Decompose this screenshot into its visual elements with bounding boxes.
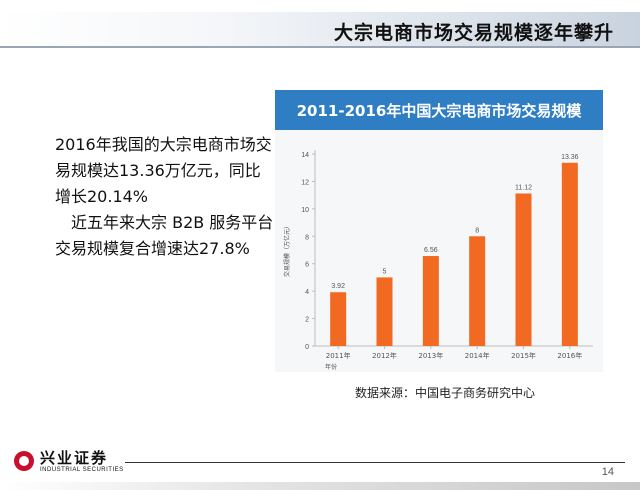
- title-bar: 大宗电商市场交易规模逐年攀升: [0, 12, 640, 48]
- bar: [376, 277, 393, 346]
- x-axis-label: 年份: [325, 363, 337, 371]
- bar-chart: 0 2 4 6 8 10 12 14 交易规模（万亿元） 3.92 2011年 5 2012年 6.56 2…: [283, 150, 593, 371]
- page-number: 14: [601, 466, 614, 478]
- slide-title: 大宗电商市场交易规模逐年攀升: [333, 22, 614, 44]
- company-logo: 兴业证券 INDUSTRIAL SECURITIES: [14, 445, 124, 481]
- data-label: 3.92: [331, 283, 345, 290]
- chart-title-band: [275, 90, 603, 130]
- x-tick-label: 2014年: [465, 351, 490, 360]
- bar: [561, 162, 578, 346]
- y-tick-label: 8: [305, 234, 309, 241]
- y-tick-label: 4: [305, 289, 309, 296]
- data-label: 11.12: [515, 184, 532, 191]
- y-tick-label: 10: [301, 207, 309, 214]
- data-label: 6.56: [424, 247, 438, 254]
- y-tick-label: 0: [305, 344, 309, 351]
- y-tick-label: 2: [305, 317, 309, 324]
- logo-name-en: INDUSTRIAL SECURITIES: [40, 467, 124, 473]
- data-label: 13.36: [561, 154, 579, 161]
- chart-container: 2011-2016年中国大宗电商市场交易规模 0 2 4 6 8 10 12 14 交易规模（万…: [275, 90, 603, 372]
- y-axis-label: 交易规模（万亿元）: [283, 223, 291, 277]
- chart-title: 2011-2016年中国大宗电商市场交易规模: [296, 102, 582, 120]
- x-tick-label: 2016年: [557, 351, 582, 360]
- paragraph-growth-rate: 近五年来大宗 B2B 服务平台交易规模复合增速达27.8%: [55, 213, 274, 258]
- bar: [469, 236, 486, 346]
- x-tick-label: 2011年: [326, 351, 351, 360]
- y-tick-label: 12: [301, 179, 309, 186]
- y-tick-label: 6: [305, 262, 309, 269]
- body-text: 2016年我国的大宗电商市场交易规模达13.36万亿元，同比增长20.14% 近…: [55, 132, 275, 262]
- bar: [330, 292, 347, 346]
- paragraph-market-size: 2016年我国的大宗电商市场交易规模达13.36万亿元，同比增长20.14%: [55, 135, 272, 206]
- bar: [422, 256, 439, 346]
- bottom-band: [0, 482, 640, 490]
- logo-mark-icon: [14, 451, 34, 471]
- footer-divider: [125, 462, 625, 463]
- x-tick-label: 2012年: [372, 351, 397, 360]
- data-source: 数据来源：中国电子商务研究中心: [355, 386, 536, 400]
- logo-name-cn: 兴业证券: [40, 449, 109, 467]
- y-tick-label: 14: [301, 152, 309, 159]
- x-tick-label: 2015年: [511, 351, 536, 360]
- x-tick-label: 2013年: [418, 351, 443, 360]
- data-label: 5: [383, 268, 387, 275]
- bar: [515, 193, 532, 346]
- data-label: 8: [475, 227, 479, 234]
